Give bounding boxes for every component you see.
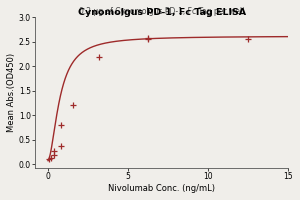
Text: 0.2 μg of Cynomolgus PD-1, Fc Tag per well: 0.2 μg of Cynomolgus PD-1, Fc Tag per we… (79, 7, 244, 16)
Point (49, 156, 53, 159)
Point (58, 123, 63, 127)
Point (52, 149, 57, 152)
Point (146, 36, 150, 40)
X-axis label: Nivolumab Conc. (ng/mL): Nivolumab Conc. (ng/mL) (108, 184, 215, 193)
Y-axis label: Mean Abs.(OD450): Mean Abs.(OD450) (7, 53, 16, 132)
Point (71, 103, 76, 106)
Point (97, 55, 101, 58)
Point (146, 38, 150, 41)
Point (52, 154, 57, 157)
Title: Cynomolgus PD-1, Fc Tag ELISA: Cynomolgus PD-1, Fc Tag ELISA (78, 8, 246, 17)
Point (47, 157, 52, 160)
Point (58, 145, 63, 148)
Point (246, 37, 250, 40)
